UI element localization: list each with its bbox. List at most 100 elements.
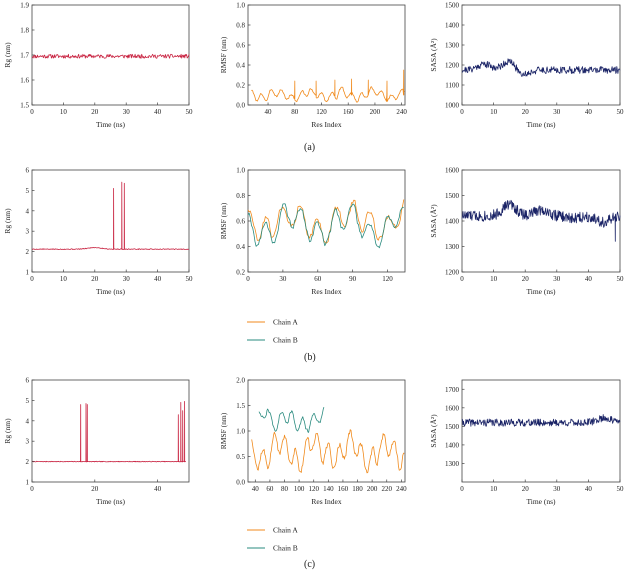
y-tick-label: 1400 [445, 441, 460, 449]
panel-label-a: (a) [304, 142, 315, 153]
x-tick-label: 10 [490, 485, 498, 493]
y-tick-label: 1.7 [20, 52, 29, 60]
y-tick-label: 2 [26, 248, 30, 256]
series-line-rg [32, 182, 189, 249]
y-tick-label: 0.0 [236, 479, 245, 487]
x-tick-label: 10 [490, 108, 498, 116]
y-tick-label: 5 [26, 397, 30, 405]
x-tick-label: 200 [370, 108, 381, 116]
series-line-chain-b [259, 407, 324, 432]
x-tick-label: 40 [265, 108, 273, 116]
x-tick-label: 200 [367, 485, 378, 493]
x-tick-label: 240 [396, 108, 407, 116]
y-tick-label: 0.0 [236, 102, 245, 110]
y-tick-label: 2 [26, 458, 30, 466]
y-tick-label: 0.4 [236, 62, 245, 70]
x-tick-label: 90 [349, 275, 357, 283]
y-axis-label: Rg (nm) [3, 42, 12, 68]
x-axis-label: Res Index [311, 497, 341, 506]
y-tick-label: 6 [26, 377, 30, 385]
y-tick-label: 1600 [445, 404, 460, 412]
x-tick-label: 40 [252, 485, 260, 493]
y-tick-label: 4 [26, 207, 30, 215]
x-tick-label: 20 [522, 108, 530, 116]
x-tick-label: 20 [522, 275, 530, 283]
y-tick-label: 0.2 [236, 269, 245, 277]
y-axis-label: SASA (Å²) [429, 414, 438, 448]
x-axis-label: Time (ns) [96, 287, 126, 296]
series-line-rg [32, 401, 186, 462]
y-tick-label: 1.5 [236, 402, 245, 410]
plot-frame [248, 380, 405, 482]
x-tick-label: 30 [279, 275, 287, 283]
series-line-sasa [462, 59, 620, 77]
x-axis-label: Time (ns) [96, 120, 126, 129]
x-tick-label: 20 [91, 108, 99, 116]
x-tick-label: 10 [60, 108, 68, 116]
x-tick-label: 220 [381, 485, 392, 493]
x-axis-label: Res Index [311, 120, 341, 129]
legend-label: Chain A [273, 526, 298, 535]
y-tick-label: 1400 [445, 218, 460, 226]
y-tick-label: 6 [26, 167, 30, 175]
y-tick-label: 1500 [445, 2, 460, 10]
y-tick-label: 1100 [445, 82, 459, 90]
y-tick-label: 1500 [445, 192, 460, 200]
y-axis-label: Rg (nm) [3, 208, 12, 234]
y-tick-label: 0.4 [236, 243, 245, 251]
x-tick-label: 20 [91, 485, 99, 493]
x-tick-label: 50 [617, 485, 624, 493]
x-tick-label: 180 [352, 485, 363, 493]
x-tick-label: 60 [314, 275, 322, 283]
x-tick-label: 30 [123, 275, 131, 283]
y-tick-label: 1.6 [20, 77, 29, 85]
x-tick-label: 240 [396, 485, 407, 493]
y-tick-label: 1.5 [20, 102, 29, 110]
y-tick-label: 1.0 [236, 2, 245, 10]
series-line-sasa [462, 200, 620, 241]
y-axis-label: RMSF (nm) [219, 202, 228, 239]
legend-label: Chain A [273, 318, 298, 327]
plot-frame [462, 5, 620, 105]
x-tick-label: 50 [617, 275, 624, 283]
x-tick-label: 0 [30, 485, 34, 493]
y-tick-label: 0.6 [236, 42, 245, 50]
y-tick-label: 1.8 [20, 27, 29, 35]
y-tick-label: 2.0 [236, 377, 245, 385]
x-tick-label: 30 [123, 108, 131, 116]
x-tick-label: 50 [186, 108, 194, 116]
series-line-chain-b [248, 204, 404, 248]
x-tick-label: 120 [308, 485, 319, 493]
panel-label-c: (c) [304, 559, 315, 570]
x-tick-label: 0 [460, 485, 464, 493]
x-tick-label: 20 [91, 275, 99, 283]
series-line-rmsf [251, 70, 404, 102]
y-tick-label: 1500 [445, 423, 460, 431]
x-tick-label: 120 [382, 275, 393, 283]
y-axis-label: SASA (Å²) [429, 204, 438, 238]
series-line-chain-a [252, 430, 405, 473]
x-tick-label: 30 [553, 485, 561, 493]
x-tick-label: 0 [460, 108, 464, 116]
y-tick-label: 3 [26, 228, 30, 236]
x-tick-label: 50 [617, 108, 624, 116]
y-tick-label: 1600 [445, 167, 460, 175]
x-tick-label: 40 [585, 108, 593, 116]
x-tick-label: 40 [154, 275, 162, 283]
x-tick-label: 50 [186, 275, 194, 283]
y-axis-label: RMSF (nm) [219, 36, 228, 73]
x-axis-label: Time (ns) [526, 120, 556, 129]
x-tick-label: 40 [154, 108, 162, 116]
x-tick-label: 160 [343, 108, 354, 116]
x-axis-label: Res Index [311, 287, 341, 296]
x-tick-label: 0 [30, 108, 34, 116]
x-tick-label: 10 [490, 275, 498, 283]
y-tick-label: 0.6 [236, 218, 245, 226]
